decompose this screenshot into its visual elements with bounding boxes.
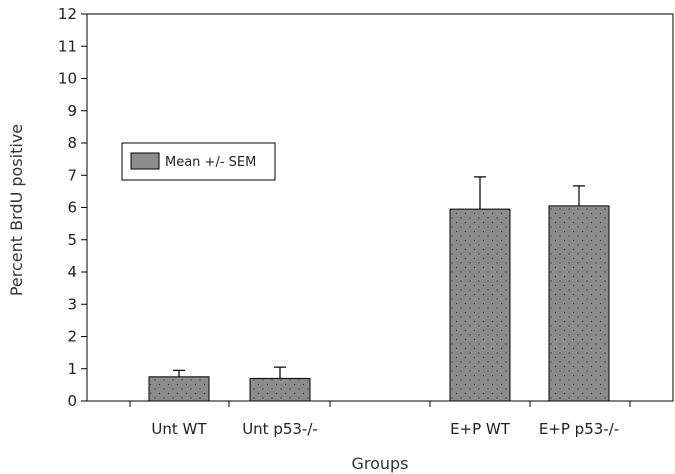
y-tick-label: 12 xyxy=(58,5,77,23)
y-tick-label: 1 xyxy=(67,360,77,378)
legend: Mean +/- SEM xyxy=(121,142,276,181)
y-axis-title: Percent BrdU positive xyxy=(7,124,26,296)
y-tick-label: 0 xyxy=(67,392,77,410)
bar-texture xyxy=(550,206,608,400)
y-tick-label: 4 xyxy=(67,263,77,281)
error-bars xyxy=(173,176,585,379)
bar-texture xyxy=(451,210,509,400)
x-tick-label: Unt WT xyxy=(151,420,207,438)
bars xyxy=(148,205,610,402)
bar-texture xyxy=(150,377,208,400)
y-tick-label: 6 xyxy=(67,199,77,217)
x-axis: Unt WT Unt p53-/- E+P WT E+P p53-/- xyxy=(129,401,631,438)
y-tick-label: 10 xyxy=(58,70,77,88)
legend-label: Mean +/- SEM xyxy=(165,155,256,170)
x-tick-label: E+P p53-/- xyxy=(539,420,619,438)
y-tick-label: 7 xyxy=(67,166,77,184)
y-tick-label: 5 xyxy=(67,231,77,249)
y-tick-label: 9 xyxy=(67,102,77,120)
legend-swatch xyxy=(130,152,160,170)
bar-texture xyxy=(251,379,309,400)
x-axis-title: Groups xyxy=(351,454,408,473)
y-tick-label: 8 xyxy=(67,134,77,152)
y-tick-label: 2 xyxy=(67,328,77,346)
y-tick-label: 3 xyxy=(67,295,77,313)
y-tick-label: 11 xyxy=(58,37,77,55)
x-tick-label: Unt p53-/- xyxy=(242,420,318,438)
x-tick-label: E+P WT xyxy=(450,420,511,438)
